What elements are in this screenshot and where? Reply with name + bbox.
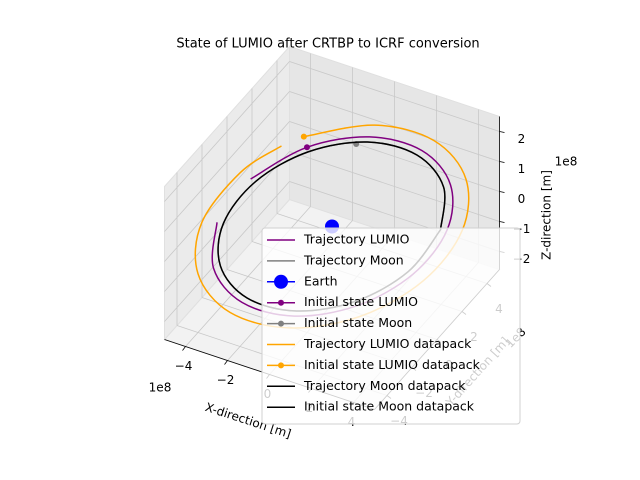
data-point <box>303 144 310 151</box>
legend-label: Trajectory Moon <box>303 252 404 267</box>
legend-label: Trajectory LUMIO datapack <box>303 336 472 351</box>
z-offset-label: 1e8 <box>555 155 578 169</box>
legend-marker <box>278 299 284 306</box>
legend-label: Trajectory LUMIO <box>303 232 410 247</box>
tick-mark <box>499 221 505 223</box>
grid-line <box>164 151 290 292</box>
grid-line <box>289 151 500 222</box>
legend-marker <box>278 320 284 327</box>
x-tick-label: −2 <box>217 373 235 387</box>
tick-mark <box>499 161 505 163</box>
x-offset-label: 1e8 <box>149 381 172 395</box>
legend-marker <box>278 362 284 369</box>
z-tick-label: 0 <box>518 192 526 206</box>
legend-label: Initial state LUMIO datapack <box>304 357 481 372</box>
legend-label: Trajectory Moon datapack <box>303 378 466 393</box>
tick-mark <box>182 346 186 351</box>
legend-marker <box>274 274 288 289</box>
z-axis-label: Z-direction [m] <box>540 170 554 260</box>
grid-line <box>164 61 290 202</box>
data-point <box>300 133 307 140</box>
grid-line <box>164 91 290 232</box>
tick-mark <box>499 131 505 133</box>
tick-mark <box>499 191 505 193</box>
grid-line <box>289 121 500 192</box>
z-tick-label: 2 <box>518 132 526 146</box>
z-tick-label: 1 <box>518 162 526 176</box>
x-tick-label: −4 <box>175 359 193 373</box>
tick-mark <box>224 360 228 365</box>
legend-label: Initial state Moon datapack <box>304 399 475 414</box>
grid-line <box>164 181 290 322</box>
legend-label: Initial state Moon <box>304 315 412 330</box>
grid-line <box>164 121 290 262</box>
legend-box <box>261 227 521 425</box>
chart-title: State of LUMIO after CRTBP to ICRF conve… <box>176 37 479 52</box>
legend-label: Earth <box>304 273 338 288</box>
legend-label: Initial state LUMIO <box>304 294 418 309</box>
grid-line <box>289 61 500 132</box>
legend: Trajectory LUMIO Trajectory Moon Earth Init… <box>261 227 521 425</box>
